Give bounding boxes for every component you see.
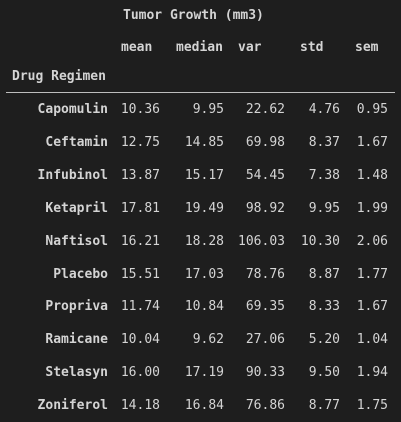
cell-sem: 2.06 [356,233,388,249]
column-header-median: median [176,40,223,55]
cell-median: 9.62 [192,332,224,348]
cell-std: 9.95 [308,200,340,216]
cell-mean: 16.00 [120,365,160,381]
table-row: Ceftamin 12.75 14.85 69.98 8.37 1.67 [0,126,401,159]
cell-var: 98.92 [245,200,285,216]
cell-mean: 10.36 [120,102,160,117]
cell-median: 9.95 [192,102,224,117]
cell-median: 17.03 [184,266,224,282]
cell-std: 10.30 [300,233,340,249]
cell-median: 18.28 [184,233,224,249]
cell-std: 8.87 [308,266,340,282]
row-label: Infubinol [37,167,108,183]
row-label: Stelasyn [45,365,108,381]
cell-median: 19.49 [184,200,224,216]
cell-sem: 1.04 [356,332,388,348]
cell-std: 9.50 [308,365,340,381]
cell-sem: 0.95 [356,102,388,117]
cell-var: 106.03 [238,233,285,249]
cell-std: 5.20 [308,332,340,348]
cell-var: 78.76 [245,266,285,282]
cell-mean: 12.75 [120,134,160,150]
cell-mean: 11.74 [120,299,160,315]
row-label: Propriva [45,299,108,315]
row-label: Naftisol [45,233,108,249]
cell-var: 90.33 [245,365,285,381]
cell-median: 17.19 [184,365,224,381]
row-label: Placebo [53,266,108,282]
index-name-header: Drug Regimen [12,69,106,84]
cell-std: 8.33 [308,299,340,315]
row-label: Capomulin [37,102,108,117]
table-row: Ramicane 10.04 9.62 27.06 5.20 1.04 [0,323,401,356]
cell-var: 69.35 [245,299,285,315]
cell-sem: 1.94 [356,365,388,381]
row-label: Zoniferol [37,398,108,414]
header-divider [6,92,395,93]
cell-mean: 14.18 [120,398,160,414]
cell-sem: 1.48 [356,167,388,183]
table-row: Placebo 15.51 17.03 78.76 8.87 1.77 [0,258,401,291]
cell-var: 27.06 [245,332,285,348]
cell-mean: 13.87 [120,167,160,183]
row-label: Ramicane [45,332,108,348]
column-header-mean: mean [121,40,153,55]
cell-mean: 16.21 [120,233,160,249]
cell-sem: 1.99 [356,200,388,216]
cell-median: 14.85 [184,134,224,150]
cell-var: 69.98 [245,134,285,150]
cell-var: 54.45 [245,167,285,183]
table-row: Infubinol 13.87 15.17 54.45 7.38 1.48 [0,159,401,192]
cell-mean: 17.81 [120,200,160,216]
cell-median: 16.84 [184,398,224,414]
cell-var: 76.86 [245,398,285,414]
cell-mean: 10.04 [120,332,160,348]
table-row: Capomulin 10.36 9.95 22.62 4.76 0.95 [0,93,401,126]
dataframe-output: Tumor Growth (mm3) mean median var std s… [0,8,401,414]
column-header-sem: sem [355,40,379,55]
cell-std: 8.37 [308,134,340,150]
cell-var: 22.62 [245,102,285,117]
table-row: Propriva 11.74 10.84 69.35 8.33 1.67 [0,290,401,323]
cell-median: 10.84 [184,299,224,315]
row-label: Ceftamin [45,134,108,150]
cell-mean: 15.51 [120,266,160,282]
cell-median: 15.17 [184,167,224,183]
cell-sem: 1.77 [356,266,388,282]
cell-std: 4.76 [308,102,340,117]
cell-sem: 1.75 [356,398,388,414]
cell-sem: 1.67 [356,134,388,150]
column-header-std: std [300,40,324,55]
cell-sem: 1.67 [356,299,388,315]
table-row: Zoniferol 14.18 16.84 76.86 8.77 1.75 [0,389,401,422]
cell-std: 7.38 [308,167,340,183]
table-row: Naftisol 16.21 18.28 106.03 10.30 2.06 [0,225,401,258]
column-group-header: Tumor Growth (mm3) [123,8,264,23]
row-label: Ketapril [45,200,108,216]
table-row: Stelasyn 16.00 17.19 90.33 9.50 1.94 [0,356,401,389]
cell-std: 8.77 [308,398,340,414]
column-header-var: var [238,40,262,55]
table-row: Ketapril 17.81 19.49 98.92 9.95 1.99 [0,192,401,225]
